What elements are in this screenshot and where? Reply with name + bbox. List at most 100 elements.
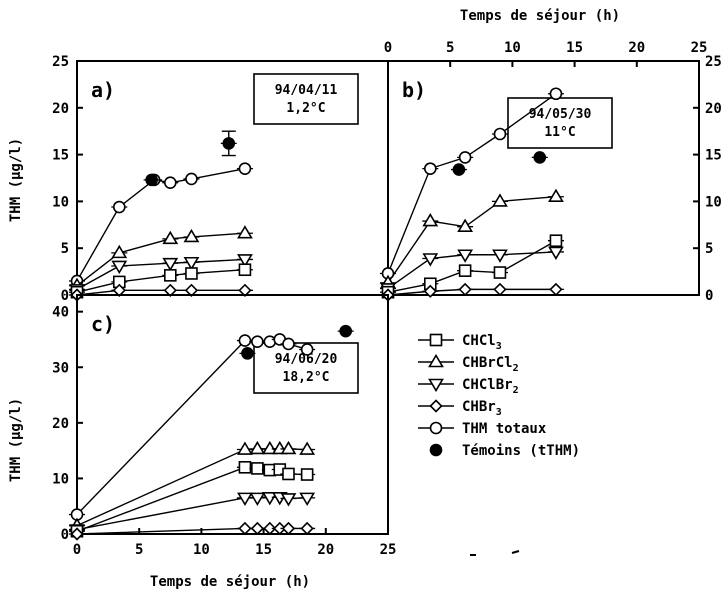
data-point xyxy=(492,193,508,207)
legend-label: THM totaux xyxy=(462,421,547,437)
legend-item: CHBrCl2 xyxy=(418,353,519,374)
y-tick-label: 10 xyxy=(52,471,69,487)
y-tick-label: 0 xyxy=(61,288,69,304)
data-point xyxy=(457,249,474,263)
panel-frame xyxy=(387,60,700,296)
data-point xyxy=(238,162,252,175)
data-point xyxy=(183,256,200,271)
legend-item: CHBr3 xyxy=(418,399,502,418)
data-point xyxy=(263,521,277,536)
data-point xyxy=(263,335,277,348)
series-line xyxy=(76,232,245,287)
data-point xyxy=(111,244,128,259)
x-tick-label: 20 xyxy=(317,542,334,558)
data-point xyxy=(237,254,253,268)
data-point xyxy=(241,347,254,360)
data-point xyxy=(299,441,316,455)
data-point xyxy=(238,521,252,536)
y-tick-label: 0 xyxy=(705,288,713,304)
series-line xyxy=(76,258,245,290)
data-point xyxy=(423,162,437,175)
data-point xyxy=(185,267,198,280)
series-circle xyxy=(69,333,316,521)
box-text: 94/06/20 xyxy=(275,352,338,367)
data-point xyxy=(422,253,439,267)
legend-label: Témoins (tTHM) xyxy=(462,443,580,459)
data-point xyxy=(185,172,198,186)
legend-label: CHBrCl2 xyxy=(462,355,519,374)
legend-subscript: 3 xyxy=(496,407,502,418)
box-text: 94/05/30 xyxy=(529,107,592,122)
data-point xyxy=(261,440,278,455)
data-point xyxy=(533,151,547,164)
legend-marker xyxy=(429,443,443,457)
legend-marker xyxy=(428,353,444,368)
data-point xyxy=(549,234,563,248)
data-point xyxy=(549,282,563,297)
data-point xyxy=(457,218,474,232)
x-tick-label: 5 xyxy=(135,542,143,558)
legend-subscript: 2 xyxy=(513,363,519,374)
data-point xyxy=(280,493,297,507)
date-temp-box xyxy=(253,73,359,125)
top-x-axis-label: Temps de séjour (h) xyxy=(460,8,620,24)
data-point xyxy=(339,324,353,338)
x-tick-label: 10 xyxy=(193,542,210,558)
x-tick-label: 25 xyxy=(380,542,397,558)
panel-letter: b) xyxy=(402,78,426,102)
data-point xyxy=(164,176,177,189)
series-line xyxy=(387,240,557,293)
data-point xyxy=(250,521,265,536)
data-point xyxy=(261,492,278,506)
x-tick-label: 0 xyxy=(73,542,81,558)
legend-marker xyxy=(428,378,444,393)
data-point xyxy=(452,163,466,176)
series-filled-circle xyxy=(450,151,548,176)
data-point xyxy=(238,334,252,347)
panel-c: 0 10 20 30 40 0 5 10 15 20 25 c) 94/06/20 18,2°C xyxy=(52,294,397,558)
series-triangle-up xyxy=(69,440,316,531)
data-point xyxy=(237,492,253,506)
data-point xyxy=(458,282,472,297)
panel-a: 0 5 10 15 20 25 a) 94/04/11 1,2°C xyxy=(52,54,389,304)
data-point xyxy=(458,264,472,277)
legend-item: Témoins (tTHM) xyxy=(429,443,580,459)
box-text: 94/04/11 xyxy=(275,83,338,98)
legend-marker xyxy=(429,399,443,413)
data-point xyxy=(548,188,564,203)
data-point xyxy=(300,521,314,536)
data-point xyxy=(282,337,295,351)
y-tick-label: 20 xyxy=(705,101,722,117)
series-square xyxy=(380,234,564,299)
date-temp-box xyxy=(253,342,359,394)
y-tick-label: 20 xyxy=(52,416,69,432)
series-filled-circle xyxy=(239,324,354,360)
series-circle xyxy=(380,87,564,280)
data-point xyxy=(300,343,314,356)
y-axis-label-top: THM (µg/l) xyxy=(8,138,24,222)
series-diamond xyxy=(69,521,316,541)
data-point xyxy=(249,492,266,506)
data-point xyxy=(549,87,563,101)
legend-marker xyxy=(429,333,443,347)
y-tick-label: 0 xyxy=(61,527,69,543)
y-axis-label-bottom: THM (µg/l) xyxy=(8,398,24,482)
panel-letter: a) xyxy=(91,78,115,102)
x-tick-label: 0 xyxy=(384,40,392,56)
legend-label: CHBr3 xyxy=(462,399,502,418)
legend-item: CHClBr2 xyxy=(418,377,519,396)
legend-marker xyxy=(429,421,443,435)
data-point xyxy=(164,269,177,282)
data-point xyxy=(423,284,437,298)
y-tick-label: 5 xyxy=(705,241,713,257)
data-point xyxy=(237,225,253,239)
y-tick-label: 25 xyxy=(705,54,722,70)
series-line xyxy=(76,269,245,293)
data-point xyxy=(548,246,564,261)
data-point xyxy=(493,127,507,141)
series-line xyxy=(76,167,246,282)
data-point xyxy=(493,266,507,279)
x-tick-label: 25 xyxy=(691,40,708,56)
